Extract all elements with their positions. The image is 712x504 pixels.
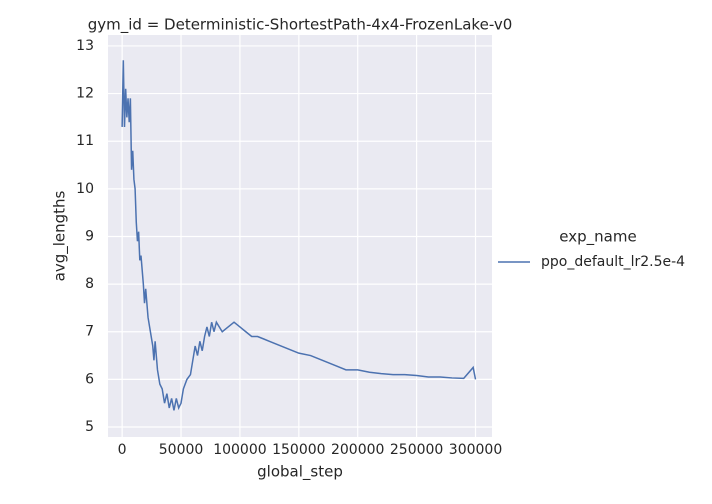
x-tick-label: 0	[118, 442, 127, 458]
y-tick-label: 13	[76, 38, 94, 54]
legend-title: exp_name	[559, 228, 636, 247]
chart-title: gym_id = Deterministic-ShortestPath-4x4-…	[88, 16, 513, 35]
y-tick-label: 12	[76, 86, 94, 102]
x-axis-label: global_step	[257, 463, 343, 482]
x-tick-label: 250000	[390, 442, 443, 458]
x-tick-label: 150000	[272, 442, 325, 458]
y-tick-label: 8	[85, 276, 94, 292]
line	[121, 60, 477, 411]
x-tick-label: 200000	[331, 442, 384, 458]
x-tick-label: 300000	[449, 442, 502, 458]
y-tick-label: 10	[76, 181, 94, 197]
y-axis-label: avg_lengths	[51, 190, 70, 281]
x-tick-label: 100000	[213, 442, 266, 458]
y-tick-label: 7	[85, 324, 94, 340]
y-tick-label: 11	[76, 133, 94, 149]
y-tick-label: 9	[85, 228, 94, 244]
y-tick-label: 6	[85, 371, 94, 387]
legend-label: ppo_default_lr2.5e-4	[541, 254, 685, 270]
x-tick-label: 50000	[159, 442, 204, 458]
y-tick-label: 5	[85, 419, 94, 435]
